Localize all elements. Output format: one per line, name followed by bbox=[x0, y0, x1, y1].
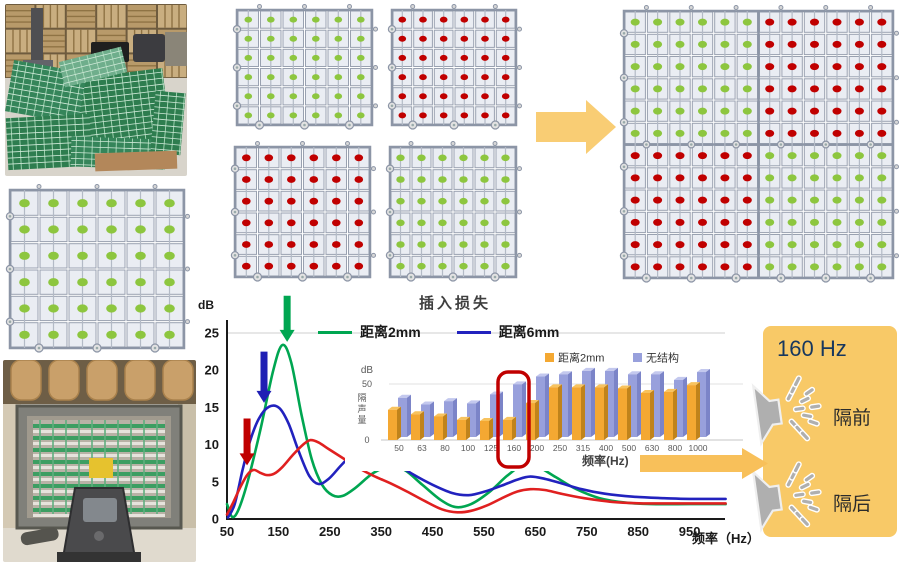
photo-sample-materials bbox=[5, 4, 187, 176]
x-axis-label: 频率（Hz） bbox=[692, 531, 760, 546]
schematic-grid-red-b bbox=[386, 4, 522, 131]
svg-text:频率(Hz): 频率(Hz) bbox=[582, 453, 629, 468]
svg-text:550: 550 bbox=[473, 524, 495, 539]
svg-text:0: 0 bbox=[212, 512, 219, 527]
svg-text:50: 50 bbox=[362, 379, 372, 389]
svg-text:15: 15 bbox=[205, 400, 219, 415]
svg-text:850: 850 bbox=[627, 524, 649, 539]
speaker-before-icon bbox=[751, 375, 822, 447]
svg-text:量: 量 bbox=[357, 415, 366, 425]
svg-text:25: 25 bbox=[205, 326, 219, 341]
svg-text:5: 5 bbox=[212, 474, 219, 489]
legend-line-green bbox=[318, 330, 352, 334]
photo-test-rig bbox=[3, 360, 196, 562]
panel-frequency-title: 160 Hz bbox=[777, 336, 847, 361]
label-after-insulation: 隔后 bbox=[833, 494, 872, 515]
sound-insulation-bar-chart: 50 63 80 100 125 160 200 250 315 400 500 630 800 1000… bbox=[345, 347, 749, 471]
result-arrow-icon bbox=[640, 448, 768, 480]
svg-text:10: 10 bbox=[205, 437, 219, 452]
svg-text:630: 630 bbox=[645, 443, 659, 453]
svg-text:dB: dB bbox=[361, 365, 374, 376]
schematic-grid-green-d bbox=[384, 141, 522, 283]
svg-text:450: 450 bbox=[422, 524, 444, 539]
svg-text:声: 声 bbox=[357, 403, 366, 414]
svg-text:200: 200 bbox=[530, 443, 544, 453]
chart-title: 插入损失 bbox=[418, 295, 491, 312]
svg-text:125: 125 bbox=[484, 443, 498, 453]
svg-text:63: 63 bbox=[417, 443, 427, 453]
speaker-after-icon bbox=[751, 461, 822, 533]
svg-text:1000: 1000 bbox=[689, 443, 708, 453]
legend-item-6mm: 距离6mm bbox=[456, 322, 560, 342]
svg-text:距离2mm: 距离2mm bbox=[558, 351, 604, 365]
svg-text:400: 400 bbox=[599, 443, 613, 453]
svg-text:250: 250 bbox=[319, 524, 341, 539]
svg-text:650: 650 bbox=[525, 524, 547, 539]
svg-text:750: 750 bbox=[576, 524, 598, 539]
schematic-grid-red-c bbox=[229, 141, 376, 283]
legend-label-6mm: 距离6mm bbox=[498, 324, 560, 340]
svg-text:160: 160 bbox=[507, 443, 521, 453]
svg-text:80: 80 bbox=[440, 443, 450, 453]
schematic-grid-combined bbox=[618, 5, 899, 284]
svg-text:无结构: 无结构 bbox=[646, 351, 679, 365]
svg-text:隔: 隔 bbox=[357, 393, 366, 403]
svg-text:500: 500 bbox=[622, 443, 636, 453]
schematic-grid-green-large bbox=[4, 184, 190, 354]
legend-line-blue bbox=[456, 330, 491, 334]
svg-text:20: 20 bbox=[205, 363, 219, 378]
svg-text:50: 50 bbox=[394, 443, 404, 453]
schematic-grid-green-a bbox=[231, 4, 378, 131]
line-chart-legend: 距离2mm 距离6mm bbox=[318, 322, 559, 342]
label-before-insulation: 隔前 bbox=[833, 408, 872, 429]
legend-item-2mm: 距离2mm bbox=[318, 322, 421, 342]
svg-text:250: 250 bbox=[553, 443, 567, 453]
y-axis-unit-label: dB bbox=[198, 298, 214, 312]
result-panel-160hz: 160 Hz 隔前 隔后 bbox=[751, 326, 897, 537]
svg-text:800: 800 bbox=[668, 443, 682, 453]
svg-text:50: 50 bbox=[220, 524, 234, 539]
svg-text:0: 0 bbox=[364, 435, 369, 445]
svg-text:150: 150 bbox=[268, 524, 290, 539]
svg-text:950: 950 bbox=[679, 524, 701, 539]
svg-text:350: 350 bbox=[370, 524, 392, 539]
combine-arrow-icon bbox=[536, 96, 618, 158]
legend-label-2mm: 距离2mm bbox=[360, 324, 421, 340]
svg-text:100: 100 bbox=[461, 443, 475, 453]
svg-text:315: 315 bbox=[576, 443, 590, 453]
